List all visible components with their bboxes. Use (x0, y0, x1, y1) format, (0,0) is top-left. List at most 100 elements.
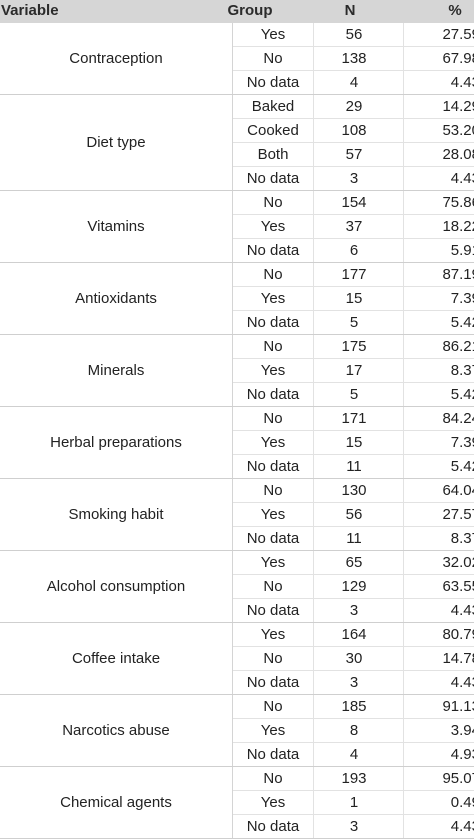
group-cell: No (263, 482, 283, 499)
column-divider (232, 191, 233, 262)
group-cell: Yes (260, 554, 286, 571)
column-divider (403, 623, 404, 646)
column-divider (232, 263, 233, 334)
group-cell: No data (246, 530, 300, 547)
percent-cell: 8.37 (450, 362, 474, 379)
column-divider (313, 455, 314, 478)
column-divider (403, 815, 404, 838)
count-cell: 30 (345, 650, 363, 667)
column-divider (403, 503, 404, 526)
column-divider (403, 455, 404, 478)
column-divider (403, 431, 404, 454)
count-cell: 3 (349, 674, 359, 691)
group-cell: No data (246, 314, 300, 331)
count-cell: 154 (341, 194, 367, 211)
group-cell: Yes (260, 290, 286, 307)
group-cell: No (263, 650, 283, 667)
table-row: No data 4 4.93 (233, 743, 474, 766)
column-divider (403, 599, 404, 622)
column-divider (403, 191, 404, 214)
column-divider (313, 647, 314, 670)
count-cell: 129 (341, 578, 367, 595)
group-cell: No (263, 266, 283, 283)
variable-section: Contraception Yes 56 27.59 No 138 67.98 No data… (0, 23, 474, 95)
variable-section: Chemical agents No 193 95.07 Yes 1 0.49 No data… (0, 767, 474, 839)
column-divider (313, 791, 314, 814)
column-divider (313, 407, 314, 430)
group-cell: No (263, 50, 283, 67)
group-cell: Yes (260, 626, 286, 643)
table-row: Yes 1 0.49 (233, 791, 474, 815)
table-row: No 130 64.04 (233, 479, 474, 503)
table-row: Yes 37 18.22 (233, 215, 474, 239)
column-divider (313, 815, 314, 838)
percent-cell: 95.07 (442, 770, 474, 787)
column-divider (403, 167, 404, 190)
group-cell: Yes (260, 362, 286, 379)
column-divider (313, 671, 314, 694)
group-cell: Yes (260, 794, 286, 811)
column-divider (313, 527, 314, 550)
percent-cell: 28.08 (442, 146, 474, 163)
column-divider (403, 311, 404, 334)
column-divider (232, 335, 233, 406)
table-row: No data 5 5.42 (233, 383, 474, 406)
column-divider (313, 239, 314, 262)
count-cell: 175 (341, 338, 367, 355)
header-variable: Variable (1, 2, 59, 19)
group-cell: No data (246, 170, 300, 187)
table-row: No 30 14.78 (233, 647, 474, 671)
column-divider (313, 599, 314, 622)
column-divider (232, 551, 233, 622)
count-cell: 65 (345, 554, 363, 571)
count-cell: 8 (349, 722, 359, 739)
column-divider (403, 215, 404, 238)
percent-cell: 4.43 (450, 602, 474, 619)
variable-label: Coffee intake (71, 650, 161, 667)
column-divider (313, 623, 314, 646)
column-divider (403, 71, 404, 94)
column-divider (232, 95, 233, 190)
percent-cell: 5.42 (450, 458, 474, 475)
count-cell: 11 (346, 530, 362, 547)
variable-section: Alcohol consumptionYes6532.02No12963.55N… (0, 551, 474, 623)
table-row: No data 11 5.42 (233, 455, 474, 478)
percent-cell: 84.24 (442, 410, 474, 427)
count-cell: 6 (349, 242, 359, 259)
column-divider (403, 119, 404, 142)
count-cell: 17 (345, 362, 363, 379)
table-row: Yes 164 80.79 (233, 623, 474, 647)
group-cell: No data (246, 674, 300, 691)
group-cell: Baked (251, 98, 295, 115)
column-divider (313, 551, 314, 574)
column-divider (403, 647, 404, 670)
percent-cell: 7.39 (450, 290, 474, 307)
count-cell: 5 (349, 314, 359, 331)
table-row: Yes 15 7.39 (233, 431, 474, 455)
count-cell: 164 (341, 626, 367, 643)
column-divider (403, 287, 404, 310)
variable-label: Antioxidants (75, 290, 157, 307)
percent-cell: 27.57 (442, 506, 474, 523)
count-cell: 4 (349, 746, 359, 763)
group-cell: No (263, 578, 283, 595)
column-divider (232, 695, 233, 766)
group-cell: Yes (260, 722, 286, 739)
count-cell: 15 (345, 290, 363, 307)
column-divider (232, 623, 233, 694)
group-cell: No (263, 770, 283, 787)
header-n: N (344, 2, 356, 19)
percent-cell: 80.79 (442, 626, 474, 643)
percent-cell: 53.20 (442, 122, 474, 139)
count-cell: 37 (345, 218, 363, 235)
column-divider (232, 407, 233, 478)
column-divider (313, 767, 314, 790)
table-row: Both 57 28.08 (233, 143, 474, 167)
column-divider (403, 407, 404, 430)
count-cell: 108 (341, 122, 367, 139)
column-divider (403, 23, 404, 46)
variable-section: Minerals No 175 86.21 Yes 17 8.37 No data 5 5.42 (0, 335, 474, 407)
table-row: No data 3 4.43 (233, 671, 474, 694)
group-cell: No data (246, 602, 300, 619)
column-divider (403, 263, 404, 286)
